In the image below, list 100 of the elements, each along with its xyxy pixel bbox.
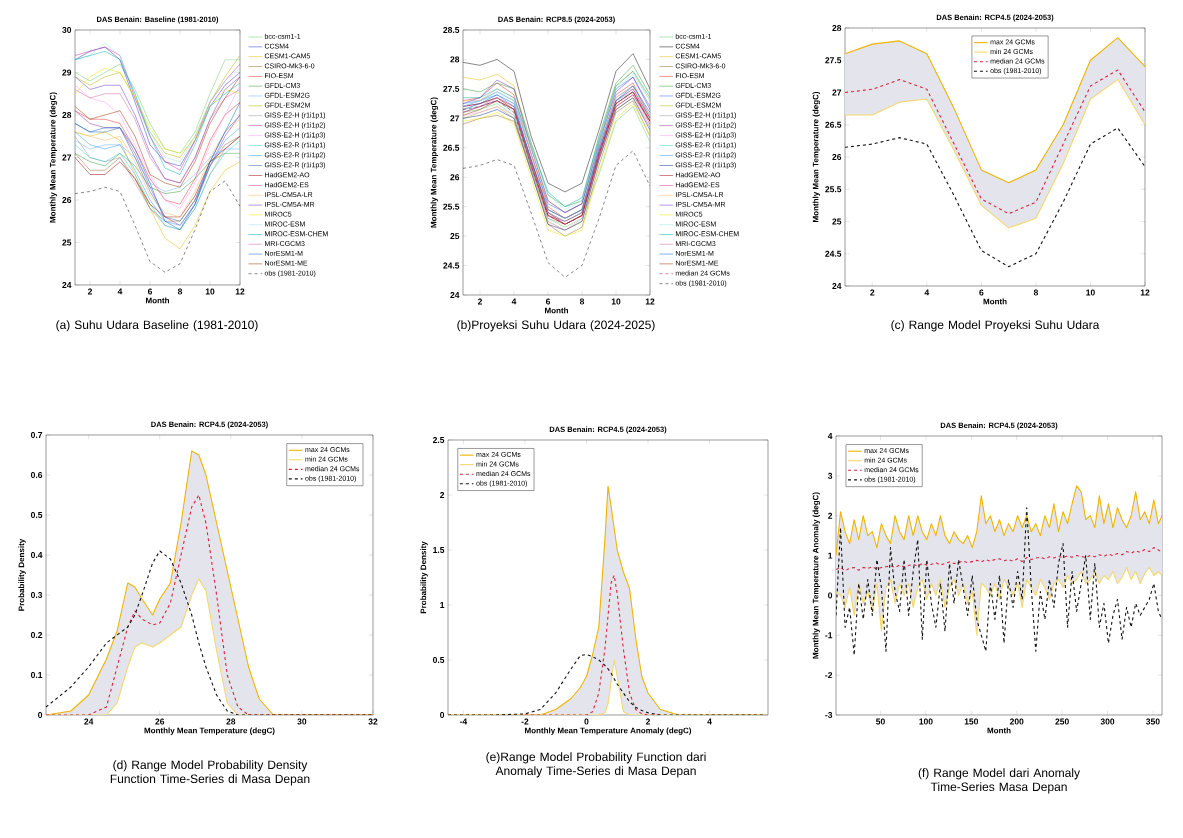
y-tick-label: 28 <box>832 24 842 31</box>
y-axis-title: Probability Density <box>420 541 428 614</box>
x-tick-label: 0 <box>584 718 589 725</box>
y-tick-label: 25.5 <box>443 203 460 210</box>
y-tick-label: 26 <box>62 196 72 203</box>
y-tick-label: 0.6 <box>30 471 43 478</box>
x-axis-title: Month <box>146 297 169 304</box>
x-tick-label: 50 <box>876 718 885 725</box>
y-tick-label: 2 <box>828 512 833 519</box>
y-tick-label: 0 <box>440 711 445 718</box>
y-tick-label: 26 <box>450 174 460 181</box>
x-tick-label: 10 <box>1086 289 1095 296</box>
x-tick-label: 24 <box>84 718 94 725</box>
y-axis-title: Monthly Mean Temperature Anomaly (degC) <box>812 492 821 659</box>
text: (c) Range Model Proyeksi Suhu Udara <box>891 320 1100 332</box>
x-tick-label: -4 <box>459 718 468 725</box>
y-tick-label: 29 <box>62 69 72 76</box>
y-tick-label: 27.5 <box>825 57 842 64</box>
y-tick-label: 24.5 <box>825 250 842 257</box>
y-tick-label: 27.5 <box>443 85 460 92</box>
x-tick-label: 8 <box>1033 289 1039 296</box>
x-tick-label: 150 <box>964 718 979 725</box>
x-tick-label: 26 <box>155 718 165 725</box>
x-tick-label: 12 <box>235 288 245 295</box>
x-tick-label: 6 <box>979 289 984 296</box>
x-tick-label: 8 <box>177 288 183 295</box>
y-tick-label: 27 <box>450 115 460 122</box>
x-tick-label: 2 <box>87 288 93 295</box>
y-tick-label: 0 <box>38 711 43 718</box>
y-tick-label: 25.5 <box>825 186 842 193</box>
y-tick-label: 2.5 <box>432 436 445 443</box>
y-tick-label: 2 <box>440 492 445 498</box>
text: (d) Range Model Probability Density Function Time-Series di Masa Depan <box>110 760 310 786</box>
y-tick-label: 3 <box>827 472 833 479</box>
x-tick-label: 8 <box>579 298 585 305</box>
y-tick-label: 0.7 <box>30 431 43 438</box>
x-axis-title: Month <box>545 307 569 314</box>
x-tick-label: 100 <box>919 718 933 725</box>
x-tick-label: 2 <box>477 298 483 305</box>
y-tick-label: 30 <box>62 26 72 34</box>
x-axis-title: Monthly Mean Temperature Anomaly (degC) <box>525 727 692 735</box>
y-tick-label: 1 <box>440 602 445 608</box>
x-tick-label: 2 <box>870 289 875 296</box>
x-tick-label: 300 <box>1100 718 1115 725</box>
x-tick-label: 6 <box>545 298 551 305</box>
x-tick-label: 28 <box>226 718 236 725</box>
y-tick-label: 0.5 <box>30 511 43 518</box>
y-tick-label: 25 <box>832 218 842 225</box>
y-tick-label: -3 <box>825 711 833 718</box>
x-tick-label: 4 <box>117 288 123 295</box>
y-tick-label: 28 <box>450 56 460 63</box>
y-tick-label: 0.5 <box>432 656 445 663</box>
x-tick-label: 250 <box>1055 718 1069 725</box>
y-tick-label: 27 <box>62 154 72 161</box>
x-tick-label: 32 <box>368 718 378 725</box>
x-tick-label: 4 <box>924 289 930 296</box>
text: (b)Proyeksi Suhu Udara (2024-2025) <box>457 320 655 332</box>
y-tick-label: 0.1 <box>30 671 43 678</box>
x-tick-label: 4 <box>511 298 517 305</box>
x-tick-label: 10 <box>611 298 621 305</box>
y-tick-label: 28.5 <box>443 26 460 33</box>
text: (a) Suhu Udara Baseline (1981-2010) <box>56 320 258 332</box>
y-tick-label: 1 <box>828 552 833 559</box>
y-tick-label: 28 <box>62 111 72 118</box>
y-tick-label: 25 <box>62 239 72 246</box>
x-tick-label: 10 <box>205 288 215 295</box>
y-axis-title: Monthly Mean Temperature (degC) <box>430 97 439 228</box>
y-tick-label: 24 <box>832 283 842 289</box>
y-tick-label: -1 <box>825 632 833 639</box>
y-tick-label: 4 <box>827 433 833 439</box>
y-tick-label: 0.4 <box>30 551 43 558</box>
y-tick-label: 26.5 <box>443 144 460 151</box>
x-axis-title: Month <box>987 727 1011 734</box>
y-tick-label: 27 <box>832 89 842 96</box>
y-tick-label: 24 <box>62 282 72 288</box>
x-axis-title: Monthly Mean Temperature (degC) <box>144 727 275 735</box>
x-tick-label: 350 <box>1146 718 1160 725</box>
x-tick-label: 12 <box>1140 289 1150 296</box>
y-axis-title: Monthly Mean Temperature (degC) <box>812 91 821 222</box>
x-tick-label: 12 <box>645 298 655 305</box>
x-tick-label: 6 <box>147 288 153 295</box>
x-tick-label: 4 <box>707 718 712 725</box>
y-tick-label: 26 <box>832 153 842 160</box>
x-tick-label: 200 <box>1009 718 1024 725</box>
y-tick-label: -2 <box>825 672 833 679</box>
y-tick-label: 26.5 <box>825 121 842 128</box>
x-tick-label: 2 <box>645 718 651 725</box>
y-axis-title: Monthly Mean Temperature (degC) <box>49 92 58 223</box>
y-tick-label: 1.5 <box>433 547 445 553</box>
y-tick-label: 0 <box>828 592 833 599</box>
x-tick-label: 30 <box>297 718 307 725</box>
y-tick-label: 0.3 <box>30 591 43 599</box>
y-tick-label: 24.5 <box>443 262 460 269</box>
y-tick-label: 0.2 <box>30 631 43 638</box>
x-axis-title: Month <box>983 298 1007 305</box>
y-tick-label: 25 <box>450 233 460 240</box>
text: (f) Range Model dari Anomaly Time-Series Masa Depan <box>918 768 1080 794</box>
y-axis-title: Probability Density <box>18 538 26 611</box>
text: (e)Range Model Probability Function dari Anomaly Time-Series di Masa Depan <box>486 752 706 778</box>
x-tick-label: -2 <box>521 718 529 725</box>
